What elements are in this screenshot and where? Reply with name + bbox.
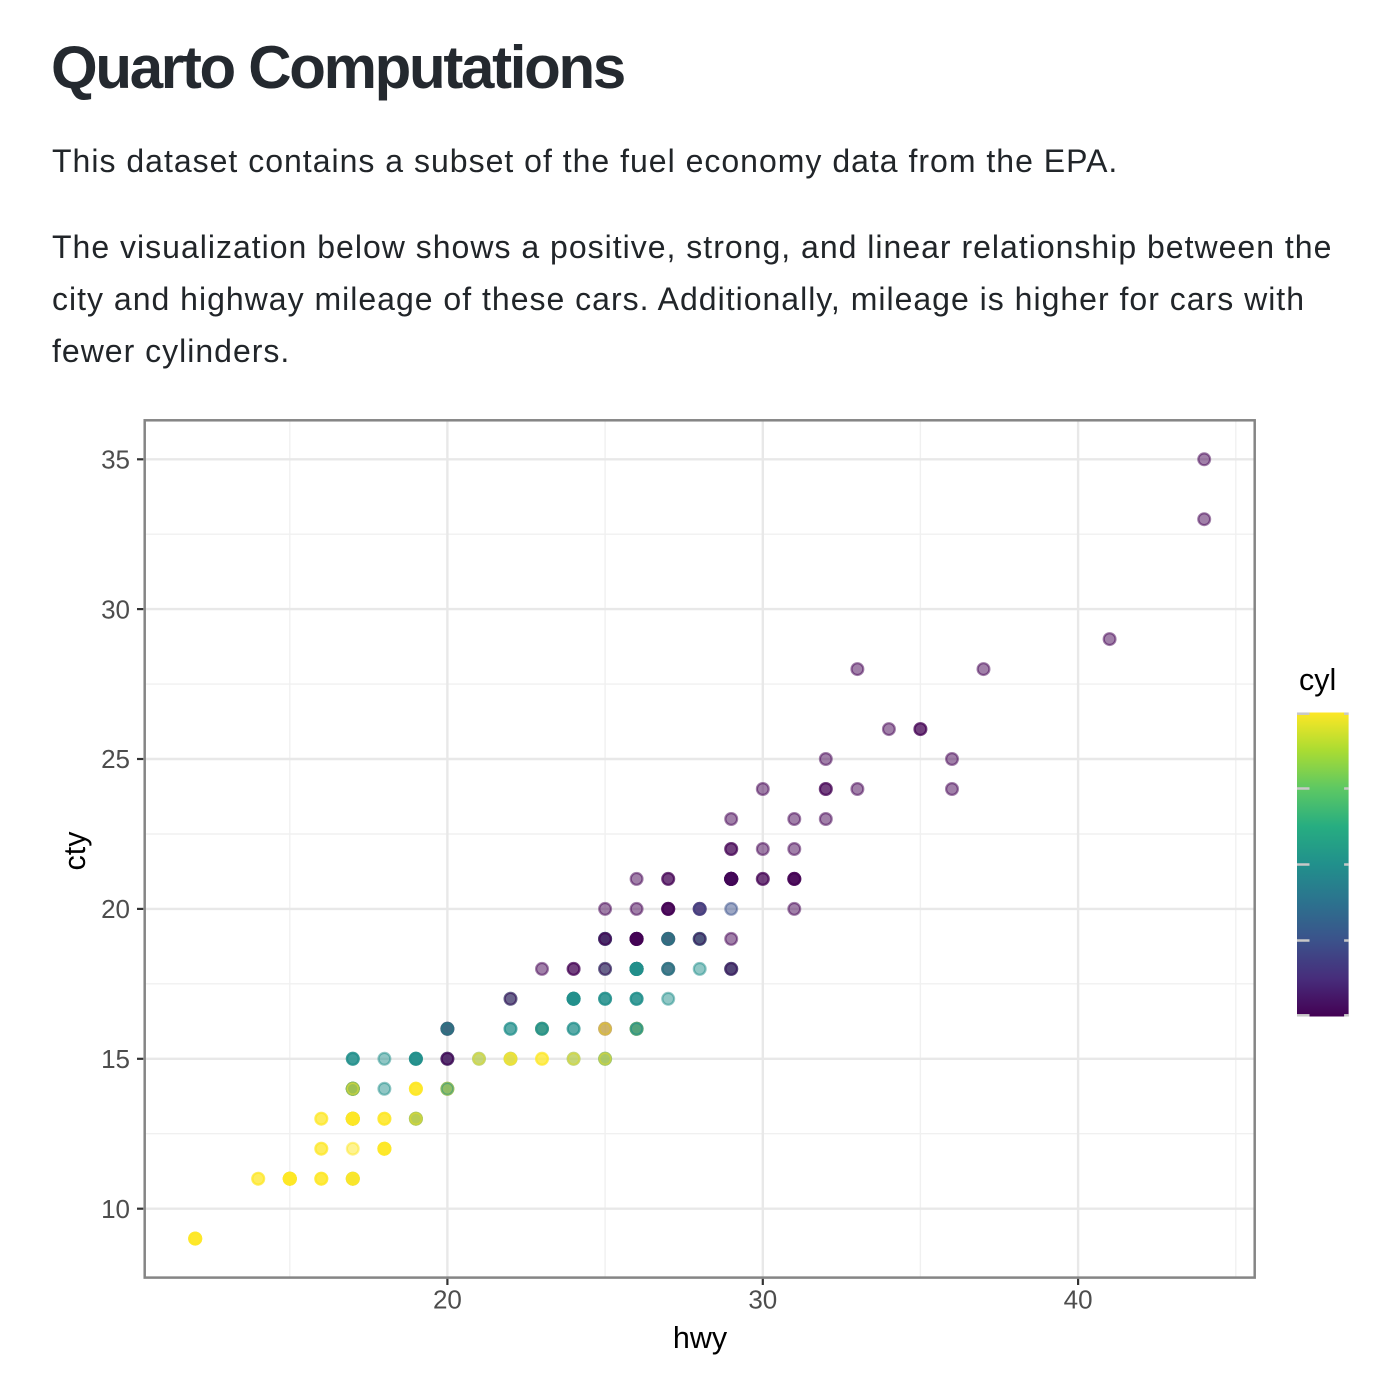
- svg-text:30: 30: [748, 1285, 777, 1315]
- svg-text:hwy: hwy: [673, 1321, 728, 1355]
- svg-text:30: 30: [101, 594, 130, 624]
- svg-text:40: 40: [1064, 1285, 1093, 1315]
- svg-text:cyl: cyl: [1299, 663, 1336, 697]
- svg-text:35: 35: [101, 445, 130, 475]
- svg-text:10: 10: [101, 1194, 130, 1224]
- svg-text:15: 15: [101, 1044, 130, 1074]
- svg-text:20: 20: [433, 1285, 462, 1315]
- svg-text:20: 20: [101, 894, 130, 924]
- svg-text:cty: cty: [58, 831, 92, 871]
- svg-text:25: 25: [101, 744, 130, 774]
